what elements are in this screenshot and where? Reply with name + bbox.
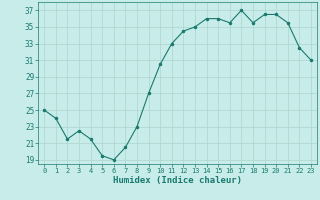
X-axis label: Humidex (Indice chaleur): Humidex (Indice chaleur) — [113, 176, 242, 185]
